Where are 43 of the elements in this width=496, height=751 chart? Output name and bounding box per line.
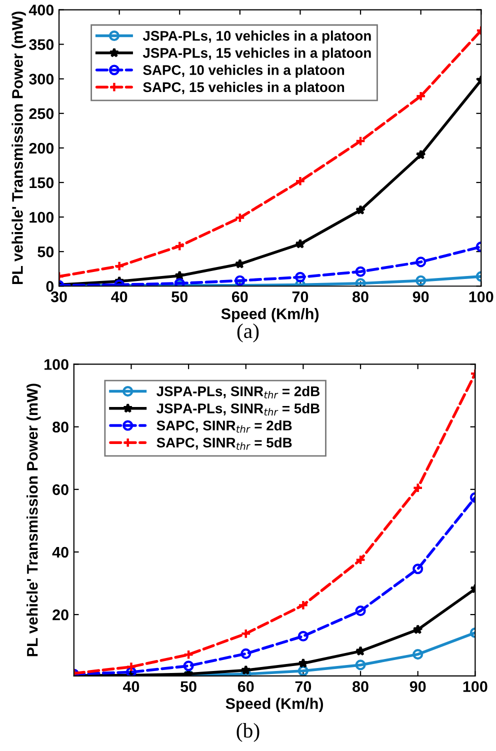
x-tick-label: 90 — [412, 291, 429, 302]
y-tick-label: 350 — [29, 39, 54, 50]
y-tick-label: 300 — [29, 74, 54, 85]
x-tick-label: 30 — [50, 291, 67, 302]
y-axis-title: PL vehicle' Transmission Power (mW) — [12, 12, 26, 284]
x-axis-title: Speed (Km/h) — [221, 308, 319, 322]
x-axis-title: Speed (Km/h) — [226, 698, 324, 712]
y-tick-label: 250 — [29, 108, 54, 120]
y-tick-label: 150 — [30, 177, 54, 188]
x-tick-label: 40 — [111, 291, 128, 302]
legend-label: JSPA-PLs, SINR$_{thr}$ = 2dB — [156, 386, 320, 398]
x-tick-label: 90 — [410, 681, 426, 692]
x-tick-label: 70 — [295, 681, 312, 692]
x-tick-label: 80 — [352, 291, 368, 302]
y-tick-label: 40 — [52, 546, 68, 558]
y-tick-label: 50 — [38, 246, 54, 258]
legend-label: JSPA-PLs, 10 vehicles in a platoon — [142, 30, 371, 44]
legend-label: SAPC, SINR$_{thr}$ = 5dB — [156, 437, 292, 450]
y-tick-label: 200 — [29, 142, 54, 154]
y-tick-label: 80 — [52, 422, 68, 433]
x-tick-label: 40 — [122, 681, 140, 692]
x-tick-label: 50 — [180, 681, 196, 692]
legend-label: SAPC, SINR$_{thr}$ = 2dB — [156, 420, 292, 433]
y-axis-title: PL vehicle' Transmission Power (mW) — [26, 384, 41, 656]
x-tick-label: 100 — [469, 291, 494, 302]
legend-label: SAPC, 15 vehicles in a platoon — [143, 82, 344, 95]
x-tick-label: 50 — [172, 291, 188, 302]
legend-label: SAPC, 10 vehicles in a platoon — [143, 64, 344, 78]
legend-label: JSPA-PLs, 15 vehicles in a platoon — [142, 48, 371, 61]
text: (a) — [237, 323, 259, 342]
text: (b) — [236, 723, 260, 742]
y-tick-label: 20 — [52, 609, 68, 620]
legend-label: JSPA-PLs, SINR$_{thr}$ = 5dB — [156, 403, 320, 416]
x-tick-label: 60 — [238, 681, 254, 692]
x-tick-label: 60 — [232, 291, 248, 302]
y-tick-label: 100 — [44, 359, 68, 370]
x-tick-label: 80 — [352, 681, 368, 692]
y-tick-label: 0 — [46, 281, 54, 292]
x-tick-label: 70 — [292, 291, 308, 302]
y-tick-label: 60 — [52, 484, 68, 496]
y-tick-label: 400 — [28, 4, 54, 16]
y-tick-label: 100 — [30, 212, 54, 223]
x-tick-label: 100 — [463, 681, 488, 692]
